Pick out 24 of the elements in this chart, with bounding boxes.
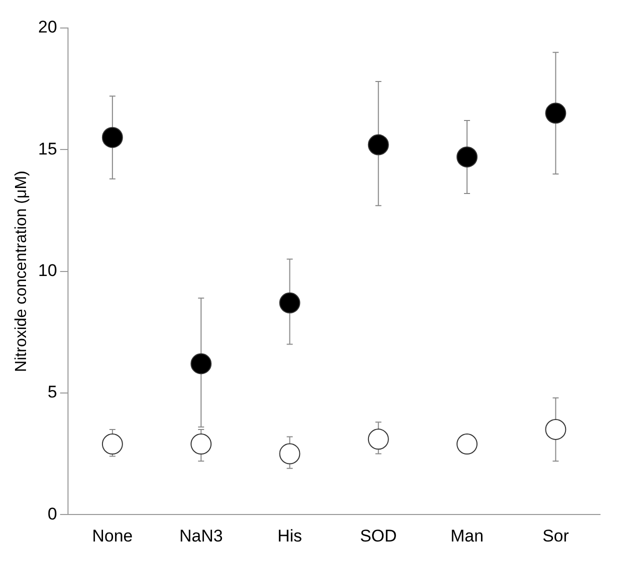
y-tick-label: 10 [38, 260, 58, 280]
y-axis-title: Nitroxide concentration (μM) [13, 170, 30, 372]
y-tick-label: 15 [38, 139, 58, 158]
x-tick-label: Sor [542, 526, 570, 546]
point [279, 443, 300, 464]
point [456, 146, 478, 168]
point [102, 434, 123, 455]
point [102, 126, 123, 148]
point [190, 434, 212, 455]
y-tick-label: 0 [48, 504, 58, 524]
point [190, 353, 212, 374]
point [545, 102, 566, 124]
point [456, 434, 478, 455]
x-tick-label: SOD [360, 526, 397, 546]
point [368, 134, 389, 156]
point [368, 428, 389, 450]
x-tick-label: Man [450, 526, 484, 546]
point [545, 418, 566, 440]
x-tick-label: None [92, 526, 133, 546]
x-tick-label: His [277, 526, 302, 546]
y-tick-label: 20 [38, 18, 58, 37]
x-tick-label: NaN3 [179, 526, 223, 546]
point [279, 292, 300, 314]
y-tick-label: 5 [48, 382, 58, 402]
